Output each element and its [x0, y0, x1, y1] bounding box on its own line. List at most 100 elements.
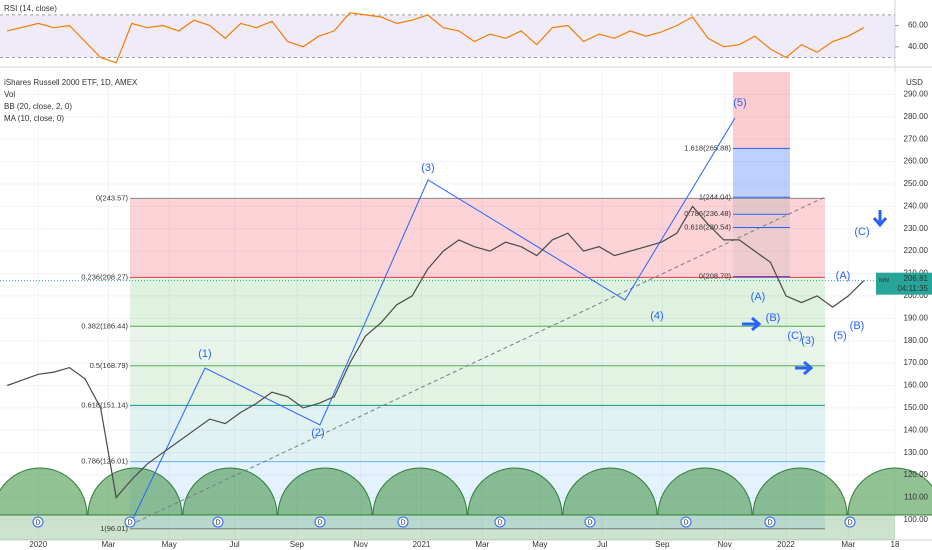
x-tick-label: Sep	[655, 540, 670, 549]
fib-label: 1(244.04)	[699, 192, 732, 201]
fib-label: 0.382(186.44)	[81, 321, 128, 330]
y-tick-label: 240.00	[904, 201, 929, 210]
wave-label: (C)	[854, 226, 869, 238]
y-tick-label: 230.00	[904, 224, 929, 233]
fib-label: 0(243.57)	[96, 193, 129, 202]
wave-label: (C)	[787, 330, 802, 342]
dividend-marker	[32, 516, 44, 528]
wave-label: (B)	[850, 320, 865, 332]
volume-arc	[467, 467, 563, 516]
x-tick-label: Jul	[597, 540, 607, 549]
indicator: Vol	[4, 90, 15, 99]
rsi-band	[0, 14, 895, 58]
indicator: MA (10, close, 0)	[4, 114, 64, 123]
dividend-marker	[844, 516, 856, 528]
x-tick-label: Jul	[229, 540, 239, 549]
series-line	[6, 205, 865, 499]
fib-zone	[130, 198, 825, 278]
fib-label: 0.236(208.27)	[81, 272, 128, 281]
countdown: 04:11:35	[897, 284, 928, 293]
fib-zone	[733, 214, 790, 228]
wave-label: (A)	[836, 270, 851, 282]
dividend-label: D	[767, 519, 772, 526]
arrow	[795, 360, 814, 376]
x-tick-label: Mar	[841, 540, 855, 549]
trendline	[129, 196, 826, 526]
dividend-label: D	[400, 519, 405, 526]
wave-label: (5)	[733, 97, 746, 109]
y-tick-label: 120.00	[904, 470, 929, 479]
y-tick-label: 270.00	[904, 134, 929, 143]
fib-zone	[130, 326, 825, 366]
wave-label: (5)	[833, 330, 846, 342]
x-tick-label: Mar	[475, 540, 489, 549]
dividend-label: D	[497, 519, 502, 526]
volume-arc	[87, 467, 183, 516]
volume-arc	[0, 467, 88, 516]
y-tick-label: 220.00	[904, 246, 929, 255]
arrow	[872, 210, 888, 228]
dividend-marker	[764, 516, 776, 528]
fib-zone	[130, 405, 825, 462]
x-tick-label: May	[532, 540, 547, 549]
x-tick-label: 18	[891, 540, 900, 549]
y-tick-label: 250.00	[904, 179, 929, 188]
fib-label: 0.5(168.79)	[90, 361, 129, 370]
wave-label: (1)	[198, 348, 211, 360]
dividend-marker	[314, 516, 326, 528]
x-tick-label: Nov	[354, 540, 368, 549]
fib-label: 1(96.01)	[100, 524, 128, 533]
y-tick-label: 280.00	[904, 112, 929, 121]
x-tick-label: 2022	[777, 540, 795, 549]
dividend-marker	[494, 516, 506, 528]
volume-arc	[277, 467, 373, 516]
volume-arc	[372, 467, 468, 516]
x-tick-label: Sep	[290, 540, 305, 549]
fib-label: 1.618(265.88)	[684, 143, 731, 152]
chart-title: iShares Russell 2000 ETF, 1D, AMEX	[4, 78, 138, 87]
y-tick-label: 130.00	[904, 448, 929, 457]
fib-label: 0(208.70)	[699, 271, 732, 280]
volume-arc	[182, 467, 278, 516]
wave-label: (4)	[650, 310, 663, 322]
dividend-marker	[212, 516, 224, 528]
y-tick-label: 150.00	[904, 403, 929, 412]
wave-label: (A)	[751, 291, 766, 303]
dividend-marker	[584, 516, 596, 528]
y-tick-label: 200.00	[904, 291, 929, 300]
x-tick-label: 2021	[413, 540, 431, 549]
dividend-label: D	[317, 519, 322, 526]
arrow	[742, 316, 762, 332]
y-tick-label: 110.00	[904, 493, 928, 502]
y-tick-label: 290.00	[904, 90, 929, 99]
series-line	[7, 12, 865, 64]
volume-arc	[562, 467, 658, 516]
fib-zone	[733, 72, 790, 149]
dividend-marker	[680, 516, 692, 528]
y-tick-label: 170.00	[904, 358, 929, 367]
rsi-title: RSI (14, close)	[4, 4, 57, 13]
x-tick-label: 2020	[29, 540, 47, 549]
dividend-label: D	[127, 519, 132, 526]
price-label: 206.81	[904, 274, 929, 283]
wave-label: (3)	[421, 162, 434, 174]
fib-label: 0.786(126.01)	[81, 457, 128, 466]
y-tick-label: 260.00	[904, 157, 929, 166]
dividend-label: D	[683, 519, 688, 526]
wave-label: (B)	[766, 312, 781, 324]
volume-arc	[752, 467, 848, 516]
rsi-tick-label: 40.00	[908, 42, 929, 51]
currency: USD	[906, 78, 923, 87]
fib-zone	[733, 148, 790, 198]
fib-zone	[733, 197, 790, 215]
wave-label: (3)	[801, 335, 814, 347]
y-tick-label: 160.00	[904, 381, 929, 390]
y-tick-label: 100.00	[904, 515, 929, 524]
dividend-label: D	[35, 519, 40, 526]
y-tick-label: 180.00	[904, 336, 929, 345]
fib-zone	[130, 277, 825, 327]
symbol-label: IWM	[879, 278, 889, 284]
dividend-marker	[397, 516, 409, 528]
wave-path	[129, 117, 736, 526]
